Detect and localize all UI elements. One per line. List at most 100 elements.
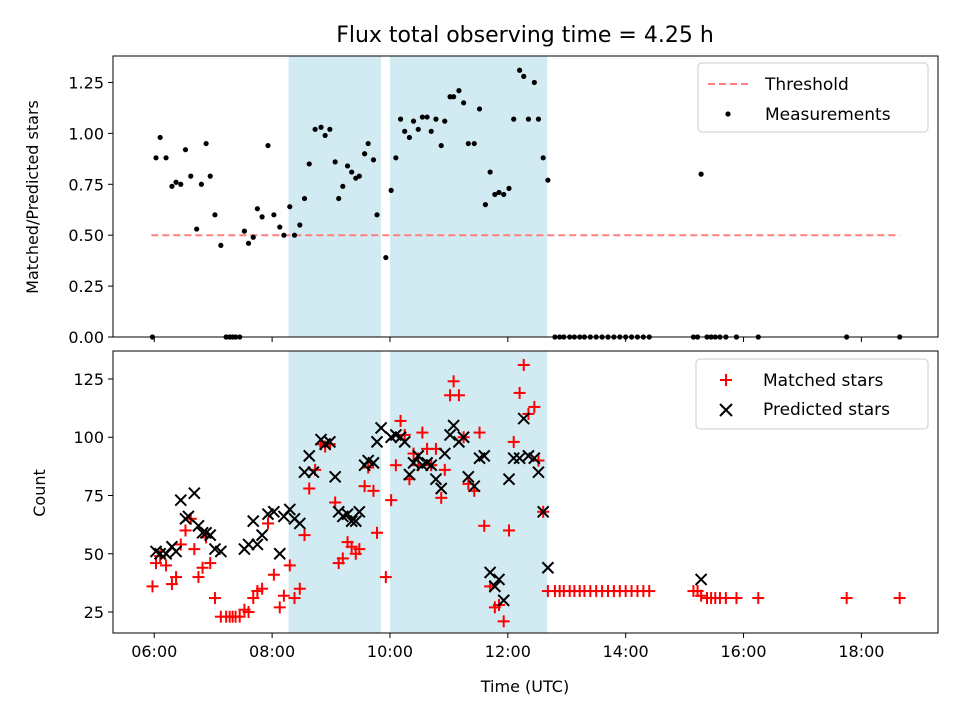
predicted-star-marker xyxy=(293,517,307,530)
legend-predicted-label: Predicted stars xyxy=(763,400,890,420)
measurement-point xyxy=(540,155,546,161)
measurement-point xyxy=(397,116,404,122)
matched-star-marker xyxy=(329,496,342,509)
predicted-marker-b xyxy=(420,456,434,470)
predicted-marker-b xyxy=(192,519,205,533)
predicted-marker-b xyxy=(468,479,481,493)
predicted-marker-b xyxy=(323,435,337,449)
matched-star-marker xyxy=(267,568,280,581)
matched-star-marker xyxy=(196,561,209,574)
predicted-marker-b xyxy=(398,435,411,449)
measurement-point xyxy=(487,169,493,175)
top-panel: 0.00 0.25 0.50 0.75 1.00 1.25 Matched/Predict… xyxy=(23,55,939,347)
matched-star-marker xyxy=(188,543,201,556)
predicted-marker-b xyxy=(153,547,167,560)
predicted-marker-b xyxy=(447,419,460,432)
predicted-star-marker xyxy=(536,505,550,519)
measurement-point xyxy=(374,212,380,218)
matched-star-marker xyxy=(353,543,366,556)
predicted-marker-b xyxy=(353,505,366,519)
matched-star-marker xyxy=(695,589,708,602)
measurement-points xyxy=(149,67,903,340)
measurement-point xyxy=(198,181,204,187)
measurement-point xyxy=(465,140,471,147)
matched-star-marker xyxy=(719,592,732,605)
matched-star-marker xyxy=(389,459,402,472)
top-legend: Threshold Measurements xyxy=(697,62,929,133)
measurement-point xyxy=(525,116,532,122)
matched-star-marker xyxy=(452,389,465,402)
top-shaded-spans xyxy=(288,56,548,337)
measurement-point xyxy=(461,100,467,106)
predicted-marker-b xyxy=(443,428,457,442)
measurement-point xyxy=(188,173,194,179)
measurement-point xyxy=(194,226,200,232)
predicted-marker-b xyxy=(188,486,201,500)
measurement-point xyxy=(297,222,303,228)
bottom-y-tick-label: 75 xyxy=(84,486,104,505)
predicted-star-marker xyxy=(425,458,438,472)
bottom-shaded-span xyxy=(288,351,382,633)
measurement-point xyxy=(322,132,328,139)
predicted-marker-b xyxy=(307,465,320,479)
measurement-point xyxy=(157,134,163,141)
predicted-marker-b xyxy=(457,431,470,444)
measurement-point xyxy=(496,189,502,196)
matched-star-marker xyxy=(242,606,255,619)
predicted-star-marker xyxy=(407,456,420,470)
measurement-point xyxy=(182,147,189,153)
measurement-point xyxy=(415,126,421,132)
matched-star-marker xyxy=(416,426,429,439)
measurement-point xyxy=(281,232,287,238)
measurement-point xyxy=(327,126,333,132)
predicted-star-marker xyxy=(283,503,296,516)
predicted-marker-b xyxy=(513,451,526,465)
matched-star-marker xyxy=(507,435,520,448)
predicted-star-marker xyxy=(443,428,457,442)
bottom-x-tick-label: 14:00 xyxy=(603,642,649,661)
measurement-point xyxy=(173,179,179,185)
matched-star-marker xyxy=(513,386,526,399)
measurement-point xyxy=(406,134,413,141)
measurement-point xyxy=(410,118,417,124)
measurement-point xyxy=(501,191,507,198)
legend-matched-swatch xyxy=(720,374,732,386)
measurement-point xyxy=(456,88,462,94)
measurement-point xyxy=(336,195,342,202)
measurement-point xyxy=(442,118,448,124)
predicted-star-marker xyxy=(502,472,516,486)
measurement-point xyxy=(698,171,704,177)
predicted-star-marker xyxy=(532,465,545,479)
matched-star-marker xyxy=(233,610,246,623)
predicted-star-marker xyxy=(182,510,195,523)
matched-star-marker xyxy=(473,426,486,439)
predicted-stars-points xyxy=(149,412,708,607)
predicted-marker-b xyxy=(497,594,510,607)
x-axis-label: Time (UTC) xyxy=(480,677,569,696)
top-y-tick-label: 0.50 xyxy=(68,226,104,245)
predicted-marker-b xyxy=(435,482,448,495)
matched-star-marker xyxy=(385,494,398,507)
predicted-marker-b xyxy=(247,514,260,528)
bottom-x-tick-label: 10:00 xyxy=(367,642,413,661)
predicted-marker-b xyxy=(438,447,451,460)
top-y-axis-label: Matched/Predicted stars xyxy=(23,100,42,294)
predicted-star-marker xyxy=(528,451,541,465)
matched-star-marker xyxy=(478,519,491,532)
predicted-marker-b xyxy=(528,451,541,465)
measurement-point xyxy=(312,126,318,132)
predicted-star-marker xyxy=(247,514,260,528)
top-y-ticks: 0.00 0.25 0.50 0.75 1.00 1.25 xyxy=(68,73,113,347)
measurement-point xyxy=(241,228,248,234)
measurement-point xyxy=(254,206,260,212)
bottom-y-tick-label: 100 xyxy=(73,428,104,447)
predicted-marker-b xyxy=(541,561,555,574)
predicted-marker-b xyxy=(370,435,384,449)
predicted-marker-b xyxy=(204,528,217,542)
predicted-marker-b xyxy=(374,421,388,435)
predicted-star-marker xyxy=(374,421,388,435)
measurement-point xyxy=(332,159,338,165)
predicted-marker-b xyxy=(492,573,506,586)
measurement-point xyxy=(287,204,293,210)
